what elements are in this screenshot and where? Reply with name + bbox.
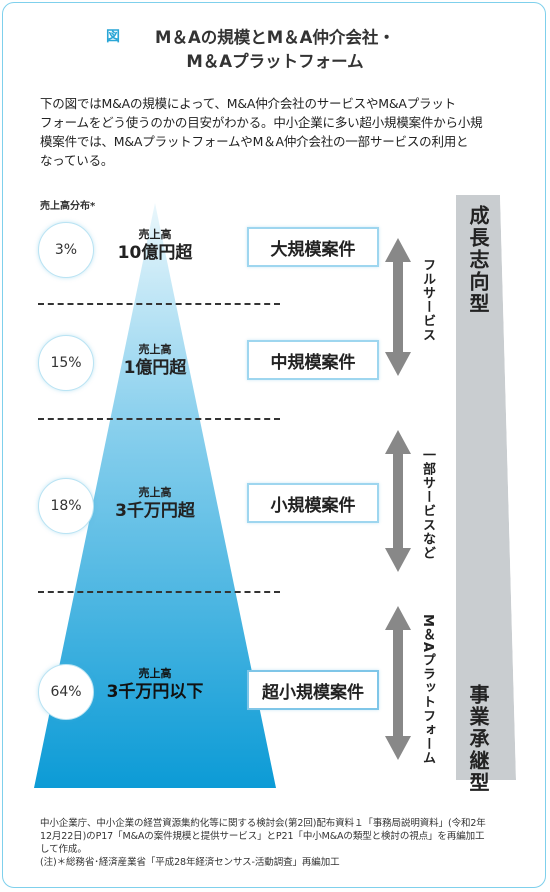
sales-threshold: 10億円超 [117,243,193,263]
intro-line: 模案件では、M&AプラットフォームやM＆A仲介会社の一部サービスの利用と [40,134,469,149]
sales-threshold: 3千万円超 [115,501,195,521]
orientation-succession-label: 事業承継型 [466,684,490,794]
arrow-platform [385,606,411,760]
tier-divider [38,303,280,305]
sales-label: 売上高 [138,667,172,680]
source-line: して作成。 [40,844,87,855]
sales-label: 売上高 [138,343,172,356]
arrow-partial-service [385,430,411,572]
intro-line: なっている。 [40,153,114,168]
service-label-full: フルサービス [420,258,435,342]
sales-threshold: 3千万円以下 [106,682,204,702]
intro-line: 下の図ではM&Aの規模によって、M&A仲介会社のサービスやM&Aプラット [40,96,456,111]
figure-title-line1: M＆Aの規模とM＆A仲介会社・ [155,28,395,47]
category-box-medium: 中規模案件 [247,340,379,380]
sales-threshold: 1億円超 [123,358,187,378]
tier-divider [38,591,280,593]
service-label-platform: M＆Aプラットフォーム [420,614,435,765]
tier-sales-medium: 売上高 1億円超 [95,343,215,379]
category-box-very-small: 超小規模案件 [247,670,379,710]
tier-sales-very-small: 売上高 3千万円以下 [95,667,215,703]
footnote: (注)＊総務省･経済産業省「平成28年経済センサス-活動調査」再編加工 [40,857,340,868]
arrow-full-service [385,238,411,376]
share-circle: 64% [38,664,94,720]
share-circle: 3% [38,222,94,278]
figure-label: 図 [106,29,120,45]
category-box-small: 小規模案件 [247,483,379,523]
figure-title-line2: M＆Aプラットフォーム [186,52,364,71]
source-line: 中小企業庁、中小企業の経営資源集約化等に関する検討会(第2回)配布資料１「事務局… [40,818,486,829]
sales-label: 売上高 [138,486,172,499]
intro-text: 下の図ではM&Aの規模によって、M&A仲介会社のサービスやM&Aプラット フォー… [40,94,520,170]
share-circle: 18% [38,478,94,534]
orientation-band-light [500,195,518,780]
tier-sales-small: 売上高 3千万円超 [95,486,215,522]
tier-divider [38,418,280,420]
orientation-growth-label: 成長志向型 [466,205,490,315]
source-line: 12月22日)のP17「M&Aの案件規模と提供サービス」とP21「中小M&Aの類… [40,831,485,842]
category-box-large: 大規模案件 [247,227,379,267]
service-label-partial: 一部サービスなど [420,448,435,560]
sales-label: 売上高 [138,228,172,241]
share-circle: 15% [38,335,94,391]
size-pyramid [34,203,276,788]
orientation-band [456,195,516,780]
distribution-label: 売上高分布* [40,201,96,212]
tier-sales-large: 売上高 10億円超 [95,228,215,264]
intro-line: フォームをどう使うのかの目安がわかる。中小企業に多い超小規模案件から小規 [40,115,483,130]
source-note: 中小企業庁、中小企業の経営資源集約化等に関する検討会(第2回)配布資料１「事務局… [40,817,520,869]
